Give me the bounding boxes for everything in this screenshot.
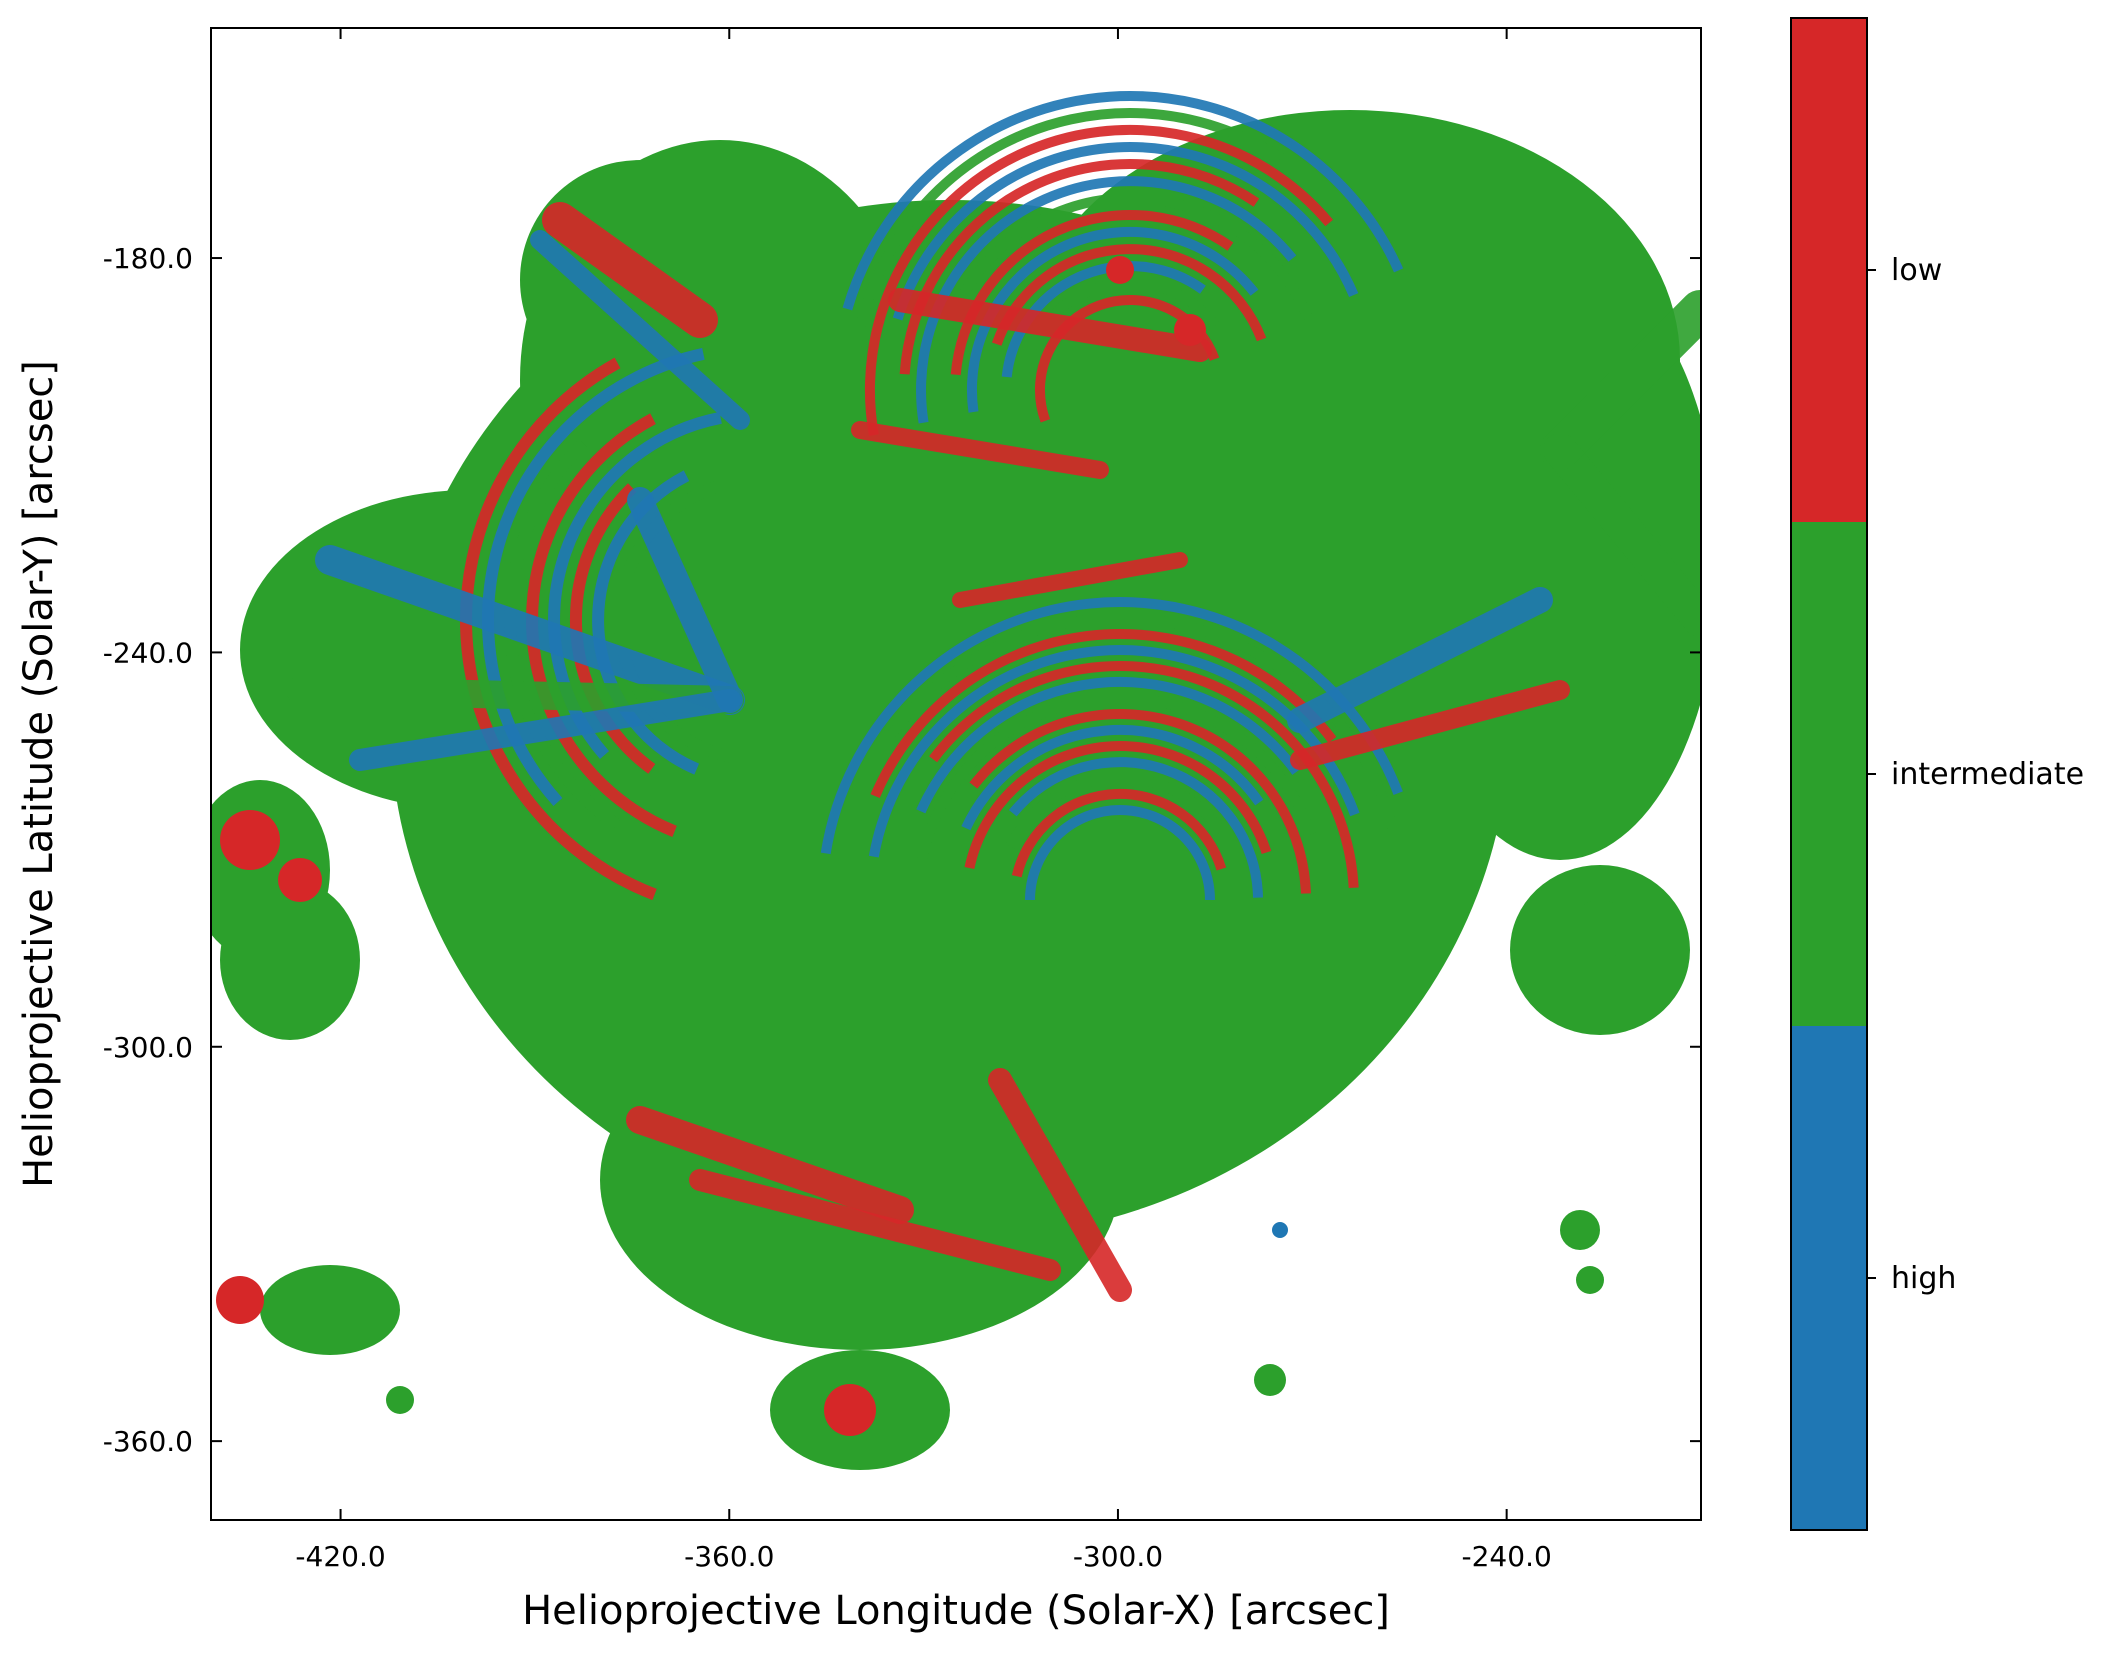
y-tick-label: -300.0 [103, 1031, 193, 1064]
plot-frame [210, 27, 1702, 1521]
x-tick-label: -240.0 [1462, 1540, 1552, 1573]
x-tick-label: -420.0 [295, 1540, 385, 1573]
heatmap-image [211, 28, 1701, 1520]
colorbar-segment-low [1791, 18, 1867, 522]
colorbar: low intermediate high [1790, 17, 2084, 1531]
colorbar-label-intermediate: intermediate [1891, 757, 2084, 792]
y-axis-label: Helioprojective Latitude (Solar-Y) [arcs… [16, 360, 62, 1188]
x-tick-label: -300.0 [1073, 1540, 1163, 1573]
y-tick-label: -360.0 [103, 1425, 193, 1458]
x-tick-label: -360.0 [684, 1540, 774, 1573]
plot-area [210, 27, 1702, 1521]
y-axis: -180.0 -240.0 -300.0 -360.0 [103, 242, 1701, 1458]
colorbar-label-high: high [1891, 1261, 1956, 1296]
colorbar-label-low: low [1891, 253, 1942, 288]
x-axis: -420.0 -360.0 -300.0 -240.0 [295, 28, 1552, 1573]
x-axis-label: Helioprojective Longitude (Solar-X) [arc… [522, 1588, 1390, 1634]
colorbar-segment-intermediate [1791, 522, 1867, 1026]
y-tick-label: -180.0 [103, 242, 193, 275]
y-tick-label: -240.0 [103, 636, 193, 669]
colorbar-frame [1790, 17, 1868, 1531]
colorbar-segment-high [1791, 1026, 1867, 1530]
